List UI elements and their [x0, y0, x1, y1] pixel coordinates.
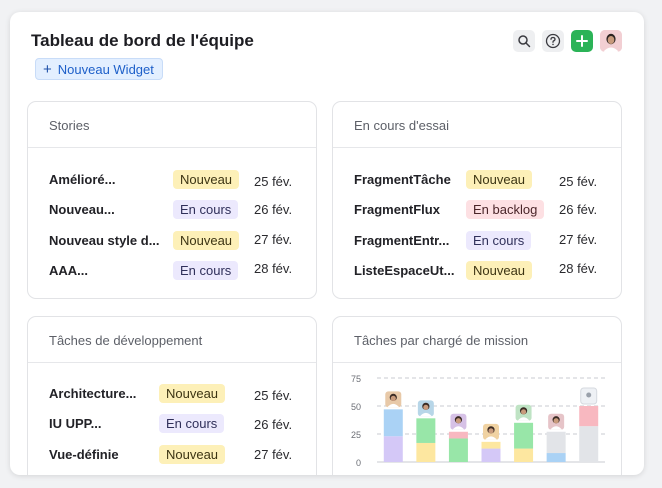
bar-segment[interactable] [383, 436, 403, 462]
card-title: Stories [49, 118, 90, 133]
testing-card: En cours d'essai FragmentTâche Nouveau 2… [332, 101, 622, 299]
new-widget-button[interactable]: + Nouveau Widget [35, 58, 163, 80]
status-badge: Nouveau [159, 444, 226, 464]
status-badge: En cours [159, 413, 225, 433]
bar-segment[interactable] [383, 409, 403, 437]
person-avatar [483, 423, 499, 440]
item-date: 26 fév. [559, 202, 598, 217]
item-name: Nouveau... [49, 201, 115, 217]
y-tick-label: 0 [356, 458, 361, 468]
item-name: AAA... [49, 262, 88, 278]
status-badge: En cours [466, 230, 532, 250]
table-row[interactable]: FragmentEntr... En cours [354, 229, 532, 251]
status-badge: Nouveau [466, 260, 533, 280]
person-avatar [548, 413, 565, 430]
divider [333, 147, 621, 148]
table-row[interactable]: Architecture... Nouveau [49, 382, 226, 404]
status-badge: En cours [173, 260, 239, 280]
person-avatar [417, 400, 434, 417]
item-date: 28 fév. [254, 261, 293, 276]
item-name: ListeEspaceUt... [354, 262, 455, 278]
bar-segment[interactable] [481, 441, 501, 449]
table-row[interactable]: Vue-définie Nouveau [49, 443, 226, 465]
status-badge: Nouveau [159, 383, 226, 403]
item-date: 26 fév. [254, 202, 293, 217]
item-name: Architecture... [49, 385, 137, 401]
bar-segment[interactable] [416, 418, 436, 443]
item-date: 27 fév. [254, 447, 293, 462]
bar-segment[interactable] [416, 442, 436, 462]
dev-tasks-card: Tâches de développement Architecture... … [27, 316, 317, 475]
item-name: FragmentTâche [354, 171, 451, 187]
table-row[interactable]: ListeEspaceUt... Nouveau [354, 259, 533, 281]
table-row[interactable]: IU UPP... En cours [49, 412, 225, 434]
divider [28, 362, 316, 363]
table-row[interactable]: Amélioré... Nouveau [49, 168, 240, 190]
item-date: 25 fév. [254, 174, 293, 189]
dashboard-window: Tableau de bord de l'équipe + Nouveau Wi… [10, 12, 644, 475]
item-name: IU UPP... [49, 415, 102, 431]
status-badge: Nouveau [466, 169, 533, 189]
item-date: 25 fév. [559, 174, 598, 189]
new-widget-label: Nouveau Widget [57, 61, 154, 77]
y-tick-label: 50 [351, 402, 361, 412]
bar-segment[interactable] [579, 406, 599, 427]
person-avatar [515, 404, 532, 421]
bar-segment[interactable] [448, 431, 468, 439]
user-avatar-icon [600, 30, 622, 52]
bar-segment[interactable] [514, 448, 534, 462]
bar-segment[interactable] [448, 438, 468, 462]
card-title: Tâches par chargé de mission [354, 333, 529, 348]
table-row[interactable]: FragmentTâche Nouveau [354, 168, 533, 190]
unassigned-avatar [580, 387, 598, 405]
card-title: En cours d'essai [354, 118, 449, 133]
table-row[interactable]: AAA... En cours [49, 259, 239, 281]
status-badge: En backlog [466, 199, 545, 219]
plus-icon: + [43, 60, 52, 78]
tasks-bar-chart: 0 25 50 75 [351, 374, 605, 468]
table-row[interactable]: FragmentFlux En backlog [354, 198, 545, 220]
divider [28, 147, 316, 148]
item-name: Amélioré... [49, 171, 116, 187]
page-title: Tableau de bord de l'équipe [31, 31, 254, 50]
table-row[interactable]: Nouveau style d... Nouveau [49, 229, 240, 251]
card-title: Tâches de développement [49, 333, 203, 348]
item-date: 26 fév. [254, 417, 293, 432]
bar-segment[interactable] [481, 448, 501, 462]
table-row[interactable]: Nouveau... En cours [49, 198, 239, 220]
bar-segment[interactable] [514, 422, 534, 449]
bar-segment[interactable] [546, 453, 566, 462]
status-badge: Nouveau [173, 169, 240, 189]
item-date: 28 fév. [559, 261, 598, 276]
item-name: FragmentEntr... [354, 232, 450, 248]
search-icon [518, 35, 531, 48]
help-icon [545, 33, 561, 49]
bar-segment[interactable] [546, 431, 566, 454]
y-tick-label: 75 [351, 374, 361, 384]
item-name: FragmentFlux [354, 201, 440, 217]
item-date: 27 fév. [254, 232, 293, 247]
status-badge: En cours [173, 199, 239, 219]
tasks-by-assignee-card: Tâches par chargé de mission 0 25 50 75 [332, 316, 622, 475]
add-button[interactable] [571, 30, 593, 52]
user-avatar[interactable] [600, 30, 622, 52]
help-button[interactable] [542, 30, 564, 52]
divider [333, 362, 621, 363]
stories-card: Stories Amélioré... Nouveau 25 fév. Nouv… [27, 101, 317, 299]
person-avatar [385, 391, 402, 408]
add-icon [576, 35, 588, 47]
person-avatar [450, 413, 467, 430]
search-button[interactable] [513, 30, 535, 52]
y-tick-label: 25 [351, 430, 361, 440]
item-date: 25 fév. [254, 388, 293, 403]
item-date: 27 fév. [559, 232, 598, 247]
item-name: Vue-définie [49, 446, 119, 462]
item-name: Nouveau style d... [49, 232, 160, 248]
status-badge: Nouveau [173, 230, 240, 250]
toolbar [513, 30, 622, 52]
bar-segment[interactable] [579, 426, 599, 462]
